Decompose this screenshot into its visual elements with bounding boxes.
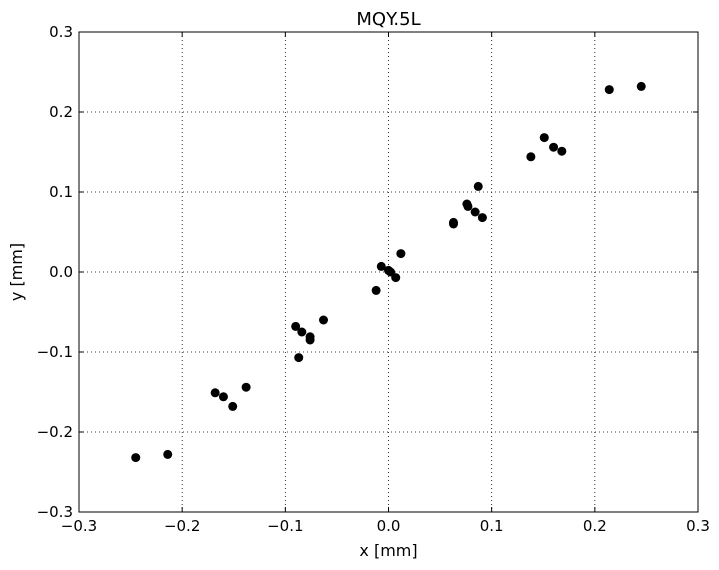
data-point bbox=[241, 382, 251, 392]
data-point bbox=[218, 392, 228, 402]
y-tick-label: 0.2 bbox=[49, 103, 73, 121]
y-tick-label: −0.1 bbox=[37, 343, 73, 361]
data-point bbox=[228, 401, 238, 411]
x-tick-label: −0.1 bbox=[267, 517, 303, 535]
y-tick-label: −0.3 bbox=[37, 503, 73, 521]
y-tick-label: 0.1 bbox=[49, 183, 73, 201]
y-tick-label: 0.0 bbox=[49, 263, 73, 281]
data-point bbox=[463, 201, 473, 211]
data-point bbox=[477, 213, 487, 223]
x-tick-label: −0.2 bbox=[164, 517, 200, 535]
x-tick-label: −0.3 bbox=[61, 517, 97, 535]
data-point bbox=[376, 261, 386, 271]
x-tick-label: 0.1 bbox=[480, 517, 504, 535]
x-tick-label: 0.0 bbox=[377, 517, 401, 535]
data-point bbox=[163, 449, 173, 459]
data-point bbox=[604, 85, 614, 95]
data-point bbox=[294, 353, 304, 363]
data-point bbox=[319, 315, 329, 325]
data-points bbox=[131, 81, 646, 463]
x-tick-label: 0.2 bbox=[583, 517, 607, 535]
data-point bbox=[297, 327, 307, 337]
chart-title: MQY.5L bbox=[356, 9, 420, 30]
data-point bbox=[473, 181, 483, 191]
y-tick-label: −0.2 bbox=[37, 423, 73, 441]
data-point bbox=[131, 453, 141, 463]
data-point bbox=[391, 273, 401, 283]
data-point bbox=[470, 207, 480, 217]
data-point bbox=[636, 81, 646, 91]
y-axis-label: y [mm] bbox=[7, 243, 26, 301]
x-axis-label: x [mm] bbox=[359, 541, 417, 560]
data-point bbox=[210, 388, 220, 398]
data-point bbox=[448, 217, 458, 227]
data-point bbox=[539, 133, 549, 143]
data-point bbox=[305, 335, 315, 345]
data-point bbox=[396, 249, 406, 259]
data-point bbox=[557, 146, 567, 156]
data-point bbox=[291, 321, 301, 331]
axis-ticks: −0.3 −0.2 −0.1 0.0 0.1 0.2 0.3 −0.3 −0.2 −0.1 0.0 0… bbox=[37, 23, 710, 535]
y-tick-label: 0.3 bbox=[49, 23, 73, 41]
data-point bbox=[549, 142, 559, 152]
x-tick-label: 0.3 bbox=[686, 517, 710, 535]
data-point bbox=[526, 152, 536, 162]
data-point bbox=[371, 285, 381, 295]
